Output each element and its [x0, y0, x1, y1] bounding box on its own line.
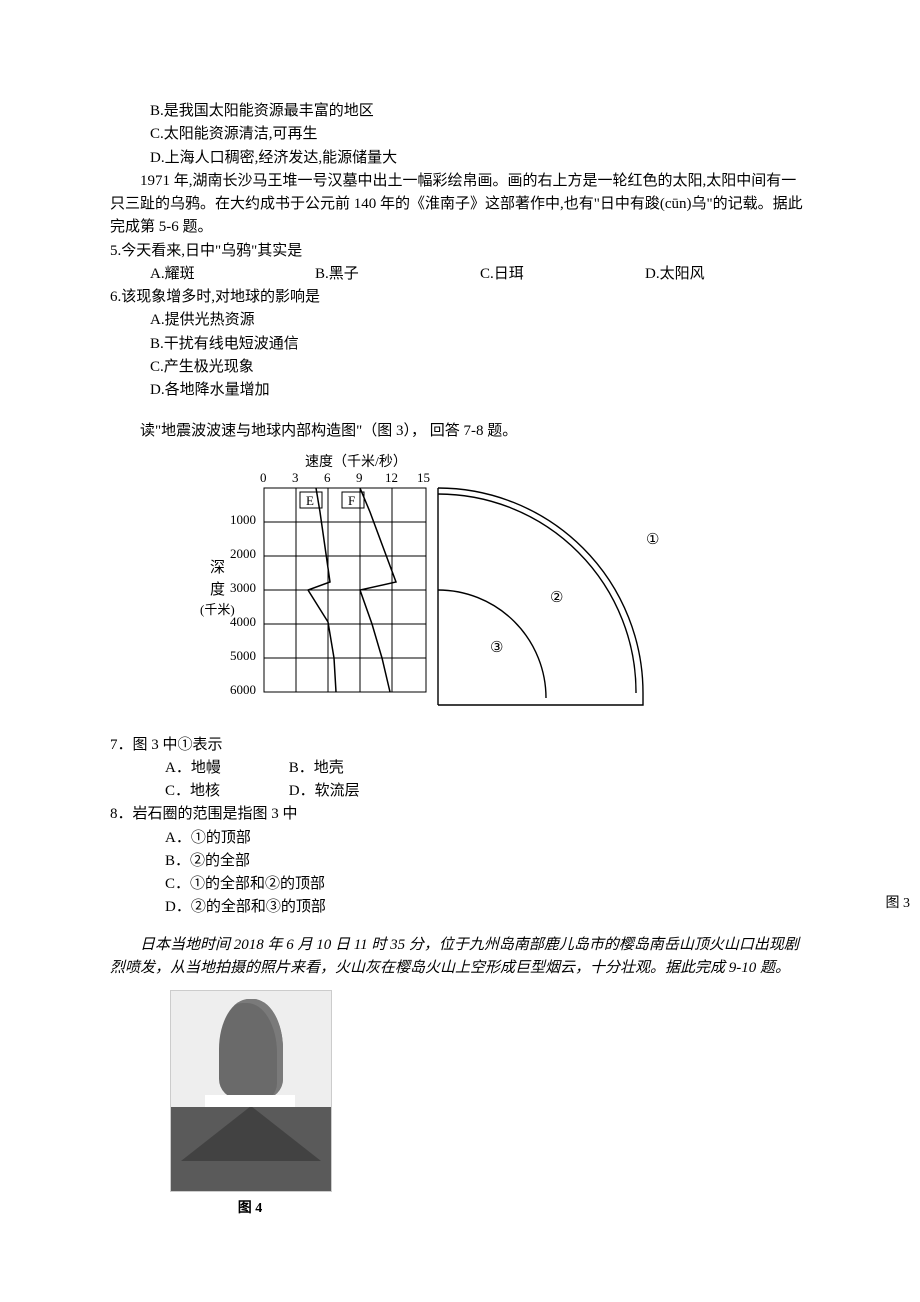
q8-option-d: D．②的全部和③的顶部	[110, 896, 810, 919]
q5-option-d: D.太阳风	[645, 263, 810, 286]
svg-text:②: ②	[550, 590, 563, 606]
svg-text:15: 15	[417, 470, 430, 485]
q6-stem: 6.该现象增多时,对地球的影响是	[110, 286, 810, 309]
q5-option-a: A.耀斑	[150, 263, 315, 286]
q7-option-b: B．地壳	[289, 760, 344, 776]
svg-text:6: 6	[324, 470, 331, 485]
q7-options-row2: C．地核 D．软流层	[110, 780, 810, 803]
figure-3-diagram: 速度（千米/秒） 0 3 6 9 12 15 深 度 (千米) 1000 200…	[200, 452, 670, 722]
svg-text:5000: 5000	[230, 648, 256, 663]
figure-4-caption: 图 4	[170, 1198, 330, 1220]
svg-text:F: F	[348, 493, 355, 508]
figure-3-caption: 图 3	[886, 893, 911, 915]
passage-7-8: 读"地震波波速与地球内部构造图"（图 3）， 回答 7-8 题。	[110, 420, 810, 443]
photo-redaction-bar	[205, 1095, 295, 1107]
svg-text:深: 深	[210, 559, 225, 576]
svg-text:2000: 2000	[230, 546, 256, 561]
q5-stem: 5.今天看来,日中"乌鸦"其实是	[110, 240, 810, 263]
q8-stem: 8．岩石圈的范围是指图 3 中	[110, 803, 810, 826]
svg-text:1000: 1000	[230, 512, 256, 527]
photo-ash-plume	[219, 999, 283, 1099]
q6-option-a: A.提供光热资源	[110, 309, 810, 332]
fig3-title: 速度（千米/秒）	[305, 454, 407, 470]
svg-text:9: 9	[356, 470, 363, 485]
q8-option-a: A．①的顶部	[110, 827, 810, 850]
svg-text:③: ③	[490, 640, 503, 656]
q6-option-c: C.产生极光现象	[110, 356, 810, 379]
q4-option-c: C.太阳能资源清洁,可再生	[110, 123, 810, 146]
svg-text:度: 度	[210, 581, 225, 598]
svg-text:E: E	[306, 493, 314, 508]
svg-text:12: 12	[385, 470, 398, 485]
q4-option-d: D.上海人口稠密,经济发达,能源储量大	[110, 147, 810, 170]
figure-4-photo	[170, 990, 332, 1192]
photo-mountain	[181, 1106, 321, 1161]
q7-option-d: D．软流层	[289, 783, 360, 799]
svg-text:4000: 4000	[230, 614, 256, 629]
svg-text:3000: 3000	[230, 580, 256, 595]
q5-option-c: C.日珥	[480, 263, 645, 286]
passage-5-6: 1971 年,湖南长沙马王堆一号汉墓中出土一幅彩绘帛画。画的右上方是一轮红色的太…	[110, 170, 810, 240]
svg-text:3: 3	[292, 470, 299, 485]
q7-option-a: A．地幔	[165, 757, 285, 780]
q6-option-d: D.各地降水量增加	[110, 379, 810, 402]
q6-option-b: B.干扰有线电短波通信	[110, 333, 810, 356]
passage-9-10: 日本当地时间 2018 年 6 月 10 日 11 时 35 分，位于九州岛南部…	[110, 934, 810, 981]
q5-options: A.耀斑 B.黑子 C.日珥 D.太阳风	[110, 263, 810, 286]
svg-text:0: 0	[260, 470, 267, 485]
svg-text:①: ①	[646, 532, 659, 548]
q7-options-row1: A．地幔 B．地壳	[110, 757, 810, 780]
q8-option-b: B．②的全部	[110, 850, 810, 873]
q7-stem: 7．图 3 中①表示	[110, 734, 810, 757]
svg-text:6000: 6000	[230, 682, 256, 697]
q7-option-c: C．地核	[165, 780, 285, 803]
q4-option-b: B.是我国太阳能资源最丰富的地区	[110, 100, 810, 123]
q8-option-c: C．①的全部和②的顶部	[110, 873, 810, 896]
q5-option-b: B.黑子	[315, 263, 480, 286]
